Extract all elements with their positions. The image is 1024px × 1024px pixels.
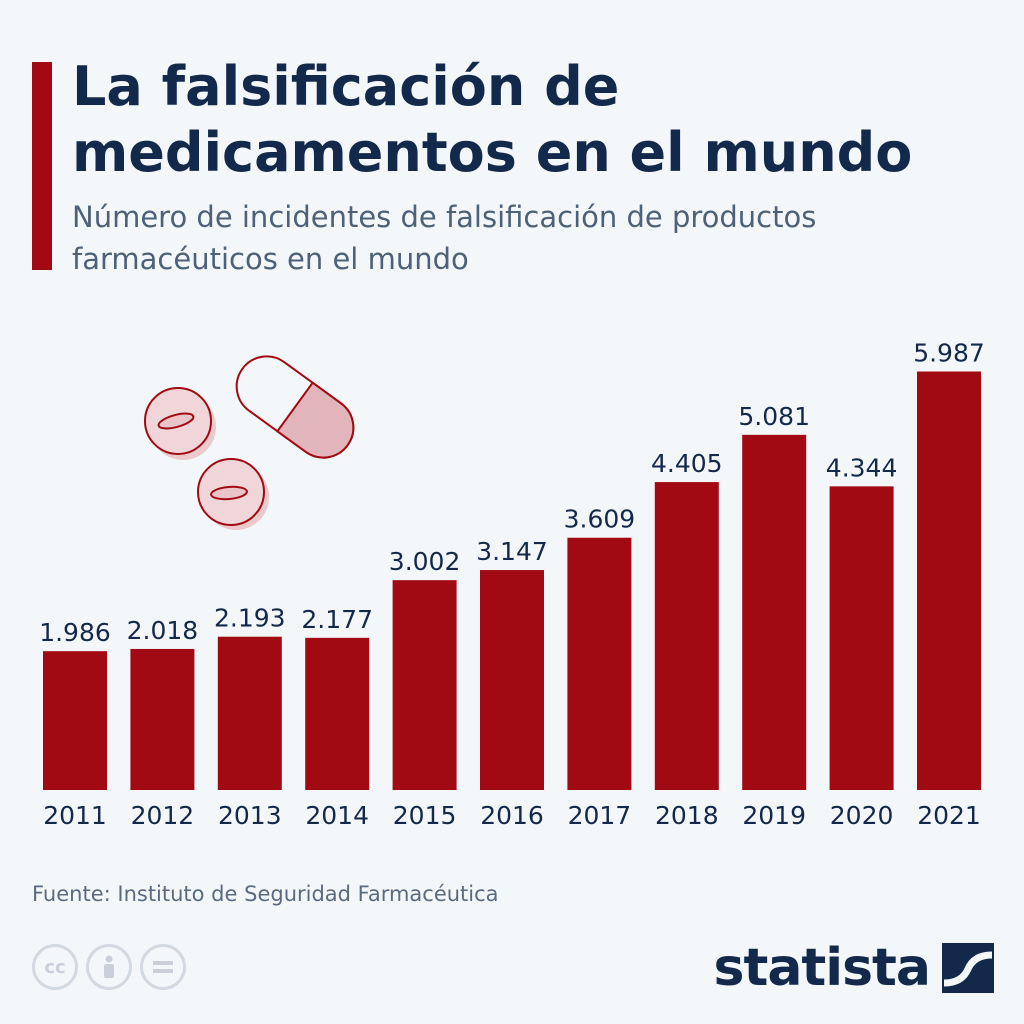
statista-logo-icon <box>942 943 994 993</box>
value-label-2015: 3.002 <box>389 547 461 576</box>
bar-2019 <box>742 434 807 790</box>
bar-2021 <box>917 371 981 790</box>
bar-2016 <box>480 570 544 790</box>
cc-icon[interactable]: cc <box>32 944 78 990</box>
x-tick-label-2015: 2015 <box>393 801 457 830</box>
chart-subtitle: Número de incidentes de falsificación de… <box>72 200 817 276</box>
value-label-2020: 4.344 <box>826 453 898 482</box>
value-label-2013: 2.193 <box>214 604 286 633</box>
attribution-icon[interactable] <box>86 944 132 990</box>
pills-illustration-icon <box>144 355 355 530</box>
value-label-2018: 4.405 <box>651 449 723 478</box>
source-note: Fuente: Instituto de Seguridad Farmacéut… <box>32 882 499 906</box>
bar-2014 <box>305 637 370 790</box>
x-tick-label-2017: 2017 <box>568 801 632 830</box>
value-label-2011: 1.986 <box>39 618 111 647</box>
title-accent-bar <box>32 62 52 270</box>
license-icons: cc <box>32 944 186 990</box>
bar-2015 <box>392 580 457 790</box>
value-label-2017: 3.609 <box>564 505 636 534</box>
x-tick-label-2021: 2021 <box>917 801 981 830</box>
x-tick-label-2016: 2016 <box>480 801 544 830</box>
bar-2013 <box>217 636 282 790</box>
x-tick-label-2014: 2014 <box>305 801 369 830</box>
value-label-2014: 2.177 <box>301 605 373 634</box>
value-label-2016: 3.147 <box>476 537 548 566</box>
bar-2011 <box>43 651 107 790</box>
x-tick-label-2011: 2011 <box>43 801 107 830</box>
statista-logo[interactable]: statista <box>714 938 994 998</box>
bar-2012 <box>130 648 195 790</box>
value-label-2012: 2.018 <box>127 616 199 645</box>
logo-text: statista <box>713 938 931 998</box>
x-tick-label-2020: 2020 <box>830 801 894 830</box>
x-tick-label-2012: 2012 <box>131 801 195 830</box>
bar-2020 <box>829 486 894 790</box>
bar-2017 <box>567 537 632 790</box>
chart-title: La falsificación de medicamentos en el m… <box>72 55 913 184</box>
no-derivatives-icon[interactable] <box>140 944 186 990</box>
x-tick-label-2018: 2018 <box>655 801 719 830</box>
value-label-2019: 5.081 <box>738 402 810 431</box>
bar-2018 <box>654 482 719 790</box>
value-label-2021: 5.987 <box>913 339 985 368</box>
x-tick-label-2013: 2013 <box>218 801 282 830</box>
x-tick-label-2019: 2019 <box>742 801 806 830</box>
